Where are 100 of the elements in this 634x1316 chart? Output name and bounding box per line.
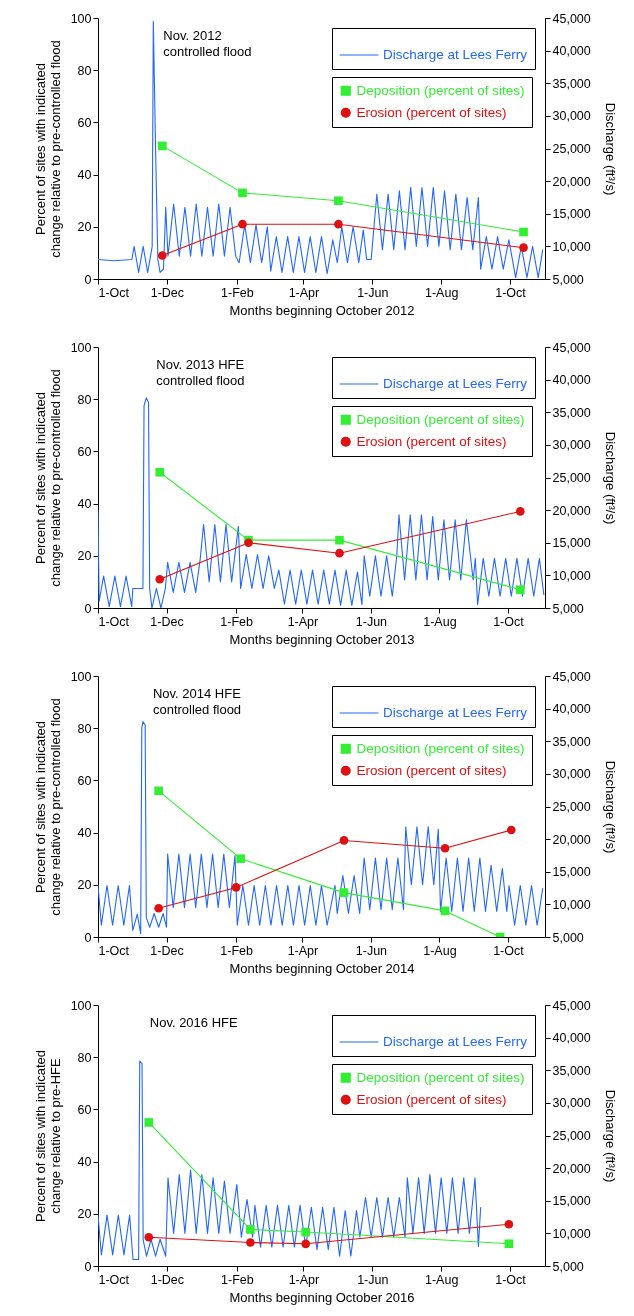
y2-tick-label: 45,000 (552, 11, 591, 26)
x-tick-label: 1-Oct (98, 614, 130, 629)
x-tick-label: 1-Aug (424, 285, 459, 300)
y2-tick-label: 25,000 (552, 142, 591, 156)
y-axis-title: Percent of sites with indicated change relative to pre-controlled flood (32, 698, 63, 916)
x-tick-label: 1-Aug (424, 1272, 459, 1287)
x-tick-label: 1-Oct (495, 285, 527, 300)
y-tick-label: 80 (77, 721, 92, 736)
y2-tick-label: 15,000 (552, 207, 591, 222)
y-axis-title: Percent of sites with indicated change relative to pre-HFE (32, 1050, 63, 1222)
y-tick-label: 20 (77, 878, 92, 893)
legend-label: Erosion (percent of sites) (356, 104, 507, 120)
legend-label: Erosion (percent of sites) (356, 1091, 507, 1107)
x-tick-label: 1-Feb (221, 1272, 254, 1287)
point (246, 1238, 255, 1247)
y2-tick-label: 25,000 (552, 471, 591, 485)
y-tick-label: 0 (84, 930, 92, 945)
point (238, 188, 247, 198)
y2-tick-label: 35,000 (552, 734, 591, 749)
y2-axis-title: Discharge (ft³/s) (602, 431, 618, 525)
annotation: Nov. 2014 HFE controlled flood (152, 686, 242, 717)
y2-tick-label: 15,000 (552, 536, 591, 551)
y2-tick-label: 10,000 (552, 897, 591, 912)
x-tick-label: 1-Apr (288, 1272, 320, 1287)
y-tick-label: 20 (77, 549, 92, 564)
legend-label: Deposition (percent of sites) (356, 740, 525, 756)
y-tick-label: 40 (77, 1155, 92, 1170)
y-tick-label: 60 (77, 1102, 92, 1117)
x-tick-label: 1-Jun (355, 943, 388, 958)
y2-tick-label: 40,000 (552, 702, 591, 717)
y-axis-title: Percent of sites with indicated change relative to pre-controlled flood (32, 40, 63, 258)
point (335, 535, 344, 545)
y2-tick-label: 10,000 (552, 1226, 591, 1241)
y2-tick-label: 35,000 (552, 76, 591, 91)
point (440, 843, 450, 853)
y-tick-label: 100 (70, 11, 92, 26)
y2-tick-label: 5,000 (552, 1259, 584, 1274)
point (158, 141, 167, 151)
x-tick-label: 1-Oct (98, 285, 130, 300)
x-tick-label: 1-Dec (150, 943, 184, 958)
y2-axis-title: Discharge (ft³/s) (602, 102, 618, 196)
y-tick-label: 60 (77, 115, 92, 130)
point (339, 836, 349, 845)
x-tick-label: 1-Feb (221, 285, 254, 300)
x-axis-title: Months beginning October 2016 (229, 1290, 415, 1305)
point (231, 883, 241, 892)
point (246, 1225, 255, 1234)
y-tick-label: 80 (77, 1050, 92, 1065)
y2-tick-label: 45,000 (552, 998, 591, 1013)
point (144, 1118, 154, 1127)
x-tick-label: 1-Jun (357, 285, 389, 300)
y2-axis-title: Discharge (ft³/s) (602, 1089, 618, 1183)
y2-tick-label: 30,000 (552, 109, 591, 124)
x-axis-title: Months beginning October 2014 (229, 961, 415, 976)
point (301, 1227, 311, 1237)
y-tick-label: 20 (77, 1207, 92, 1222)
point (334, 219, 343, 229)
y2-tick-label: 15,000 (552, 865, 591, 880)
point (154, 903, 163, 913)
y-axis-title: Percent of sites with indicated change relative to pre-controlled flood (32, 369, 63, 587)
legend-label: Deposition (percent of sites) (356, 82, 525, 98)
point (238, 219, 247, 229)
annotation: Nov. 2016 HFE (149, 1015, 238, 1030)
y2-tick-label: 5,000 (552, 272, 584, 287)
y2-axis-title: Discharge (ft³/s) (602, 760, 618, 854)
legend-label: Deposition (percent of sites) (356, 411, 525, 427)
y-tick-label: 80 (77, 63, 92, 78)
x-tick-label: 1-Oct (493, 943, 525, 958)
y2-tick-label: 40,000 (552, 373, 591, 388)
y2-tick-label: 20,000 (552, 503, 591, 518)
point (155, 467, 165, 477)
x-tick-label: 1-Apr (287, 614, 319, 629)
y2-tick-label: 45,000 (552, 340, 591, 355)
y2-tick-label: 10,000 (552, 568, 591, 583)
y-tick-label: 40 (77, 497, 92, 512)
y2-tick-label: 45,000 (552, 669, 591, 684)
y-tick-label: 100 (70, 669, 92, 684)
x-tick-label: 1-Aug (423, 943, 457, 958)
x-tick-label: 1-Dec (150, 1272, 185, 1287)
annotation: Nov. 2012 controlled flood (163, 28, 252, 59)
point (515, 585, 525, 595)
x-tick-label: 1-Oct (98, 1272, 130, 1287)
y2-tick-label: 30,000 (552, 1096, 591, 1111)
point (301, 1239, 311, 1249)
y2-tick-label: 35,000 (552, 405, 591, 420)
y2-tick-label: 20,000 (552, 1161, 591, 1176)
x-tick-label: 1-Oct (495, 1272, 527, 1287)
y-tick-label: 60 (77, 444, 92, 459)
y-tick-label: 0 (84, 1259, 92, 1274)
point (519, 243, 528, 252)
y2-tick-label: 25,000 (552, 1129, 591, 1143)
point (236, 854, 245, 864)
y-tick-label: 0 (84, 601, 92, 616)
point (334, 196, 343, 206)
point (506, 825, 516, 835)
point (155, 574, 165, 584)
legend-label: Erosion (percent of sites) (356, 762, 507, 778)
point (158, 251, 167, 260)
y-tick-label: 0 (84, 272, 92, 287)
legend-label: Discharge at Lees Ferry (383, 47, 528, 62)
